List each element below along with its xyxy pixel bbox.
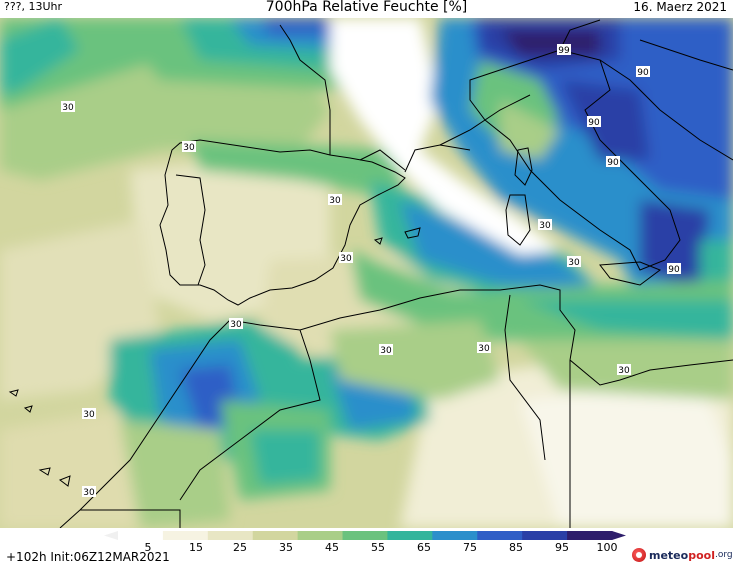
logo-text-pool: pool: [688, 548, 715, 562]
colorbar-cell: [522, 531, 568, 540]
contour-label: 30: [328, 194, 342, 206]
svg-text:30: 30: [183, 143, 195, 153]
contour-label: 30: [61, 101, 75, 113]
date-label: 16. Maerz 2021: [633, 0, 727, 14]
colorbar-label: 85: [509, 541, 523, 554]
contour-label: 90: [667, 263, 681, 275]
svg-text:90: 90: [588, 118, 600, 128]
svg-text:30: 30: [62, 103, 74, 113]
logo-icon: [632, 548, 646, 562]
svg-text:30: 30: [230, 320, 242, 330]
contour-label: 30: [82, 408, 96, 420]
contour-label: 90: [606, 156, 620, 168]
colorbar-label: 95: [555, 541, 569, 554]
colorbar-cell: [297, 531, 344, 540]
contour-label: 30: [379, 344, 393, 356]
colorbar-label: 15: [189, 541, 203, 554]
colorbar-cell: [252, 531, 299, 540]
colorbar-cell: [567, 531, 613, 540]
contour-label: 30: [477, 342, 491, 354]
contour-label: 30: [538, 219, 552, 231]
map-title: 700hPa Relative Feuchte [%]: [265, 0, 468, 15]
contour-label: 30: [567, 256, 581, 268]
contour-label: 30: [339, 252, 353, 264]
colorbar-arrow-high: [612, 531, 626, 540]
svg-text:99: 99: [558, 46, 570, 56]
colorbar-cell: [118, 531, 164, 540]
colorbar-label: 65: [417, 541, 431, 554]
colorbar-label: 35: [279, 541, 293, 554]
colorbar-label: 5: [145, 541, 152, 554]
svg-text:90: 90: [607, 158, 619, 168]
coastlines: [8, 19, 733, 528]
colorbar-label: 25: [233, 541, 247, 554]
contour-labels: 30 30 30 30 30 30 30 30 30 30 30 30 99 9…: [61, 44, 681, 498]
colorbar-cell: [432, 531, 478, 540]
logo-text-meteo: meteo: [649, 548, 689, 562]
logo-text-org: .org: [714, 550, 733, 560]
svg-text:30: 30: [340, 254, 352, 264]
colorbar-cell: [342, 531, 388, 540]
colorbar-cell: [162, 531, 209, 540]
humidity-map: 30 30 30 30 30 30 30 30 30 30 30 30 99 9…: [0, 18, 733, 528]
svg-text:30: 30: [478, 344, 490, 354]
svg-text:90: 90: [637, 68, 649, 78]
colorbar-arrow-low: [104, 531, 118, 540]
colorbar-label: 75: [463, 541, 477, 554]
contour-label: 99: [557, 44, 571, 56]
contour-label: 30: [182, 141, 196, 153]
colorbar-cell: [207, 531, 254, 540]
svg-text:30: 30: [618, 366, 630, 376]
colorbar-cell: [387, 531, 433, 540]
location-label: ???, 13Uhr: [4, 0, 63, 13]
svg-text:30: 30: [83, 488, 95, 498]
contour-label: 90: [636, 66, 650, 78]
colorbar-label: 55: [371, 541, 385, 554]
meteopool-logo[interactable]: meteo pool .org: [632, 545, 733, 565]
contour-label: 30: [229, 318, 243, 330]
run-info: +102h Init:06Z12MAR2021: [6, 550, 170, 564]
colorbar-label: 45: [325, 541, 339, 554]
contour-label: 30: [82, 486, 96, 498]
contour-label: 90: [587, 116, 601, 128]
svg-text:90: 90: [668, 265, 680, 275]
colorbar: 5 15 25 35 45 55 65 75 85 95 100: [104, 531, 626, 554]
colorbar-cell: [477, 531, 523, 540]
svg-text:30: 30: [83, 410, 95, 420]
svg-text:30: 30: [380, 346, 392, 356]
humidity-field: [0, 18, 733, 528]
title-bar: ???, 13Uhr 700hPa Relative Feuchte [%] 1…: [0, 0, 733, 18]
svg-text:30: 30: [539, 221, 551, 231]
colorbar-label: 100: [597, 541, 618, 554]
svg-text:30: 30: [329, 196, 341, 206]
svg-text:30: 30: [568, 258, 580, 268]
contour-label: 30: [617, 364, 631, 376]
